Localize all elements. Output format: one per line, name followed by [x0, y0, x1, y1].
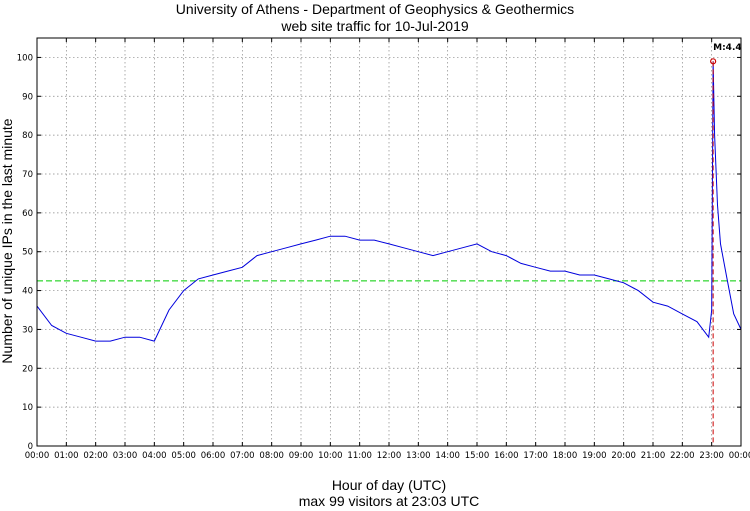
x-tick-label: 15:00	[465, 451, 490, 461]
chart-subtitle: web site traffic for 10-Jul-2019	[280, 18, 468, 34]
y-tick-label: 20	[22, 364, 33, 374]
chart-title: University of Athens - Department of Geo…	[176, 1, 574, 17]
chart-footer: max 99 visitors at 23:03 UTC	[299, 493, 480, 509]
x-tick-label: 22:00	[670, 451, 695, 461]
x-tick-label: 07:00	[230, 451, 255, 461]
x-tick-label: 08:00	[259, 451, 284, 461]
x-tick-label: 06:00	[201, 451, 226, 461]
x-tick-label: 04:00	[142, 451, 167, 461]
x-tick-label: 21:00	[641, 451, 666, 461]
x-tick-label: 09:00	[289, 451, 314, 461]
max-marker-label: M:4.4	[713, 43, 742, 53]
x-tick-label: 11:00	[347, 451, 372, 461]
x-tick-label: 19:00	[582, 451, 607, 461]
y-tick-label: 60	[22, 209, 33, 219]
x-tick-label: 18:00	[553, 451, 578, 461]
max-marker-dot	[710, 58, 717, 65]
y-tick-label: 10	[22, 403, 33, 413]
traffic-series-line	[36, 61, 742, 342]
y-tick-label: 70	[22, 170, 33, 180]
x-tick-label: 13:00	[406, 451, 431, 461]
x-tick-label: 00:00	[729, 451, 750, 461]
x-tick-label: 16:00	[494, 451, 519, 461]
y-axis-label: Number of unique IPs in the last minute	[0, 118, 15, 363]
y-tick-label: 30	[22, 325, 33, 335]
x-tick-label: 01:00	[54, 451, 79, 461]
y-tick-label: 90	[22, 92, 33, 102]
x-tick-label: 05:00	[171, 451, 196, 461]
grid	[37, 38, 741, 446]
y-axis-ticks: 0 10 20 30 40 50 60 70 80 90 100	[17, 53, 741, 452]
x-tick-label: 10:00	[318, 451, 343, 461]
x-tick-label: 12:00	[377, 451, 402, 461]
x-tick-label: 17:00	[523, 451, 548, 461]
x-tick-label: 23:00	[699, 451, 724, 461]
x-tick-label: 14:00	[435, 451, 460, 461]
y-tick-label: 100	[17, 53, 33, 63]
x-tick-label: 20:00	[611, 451, 636, 461]
y-tick-label: 50	[22, 248, 33, 258]
y-tick-label: 40	[22, 287, 33, 297]
x-axis-label: Hour of day (UTC)	[332, 477, 446, 493]
x-axis-ticks: 00:00 01:00 02:00 03:00 04:00 05:00 06:00 07:00…	[25, 38, 750, 461]
x-tick-label: 00:00	[25, 451, 50, 461]
y-tick-label: 0	[28, 442, 33, 452]
x-tick-label: 03:00	[113, 451, 138, 461]
y-tick-label: 80	[22, 131, 33, 141]
x-tick-label: 02:00	[83, 451, 108, 461]
